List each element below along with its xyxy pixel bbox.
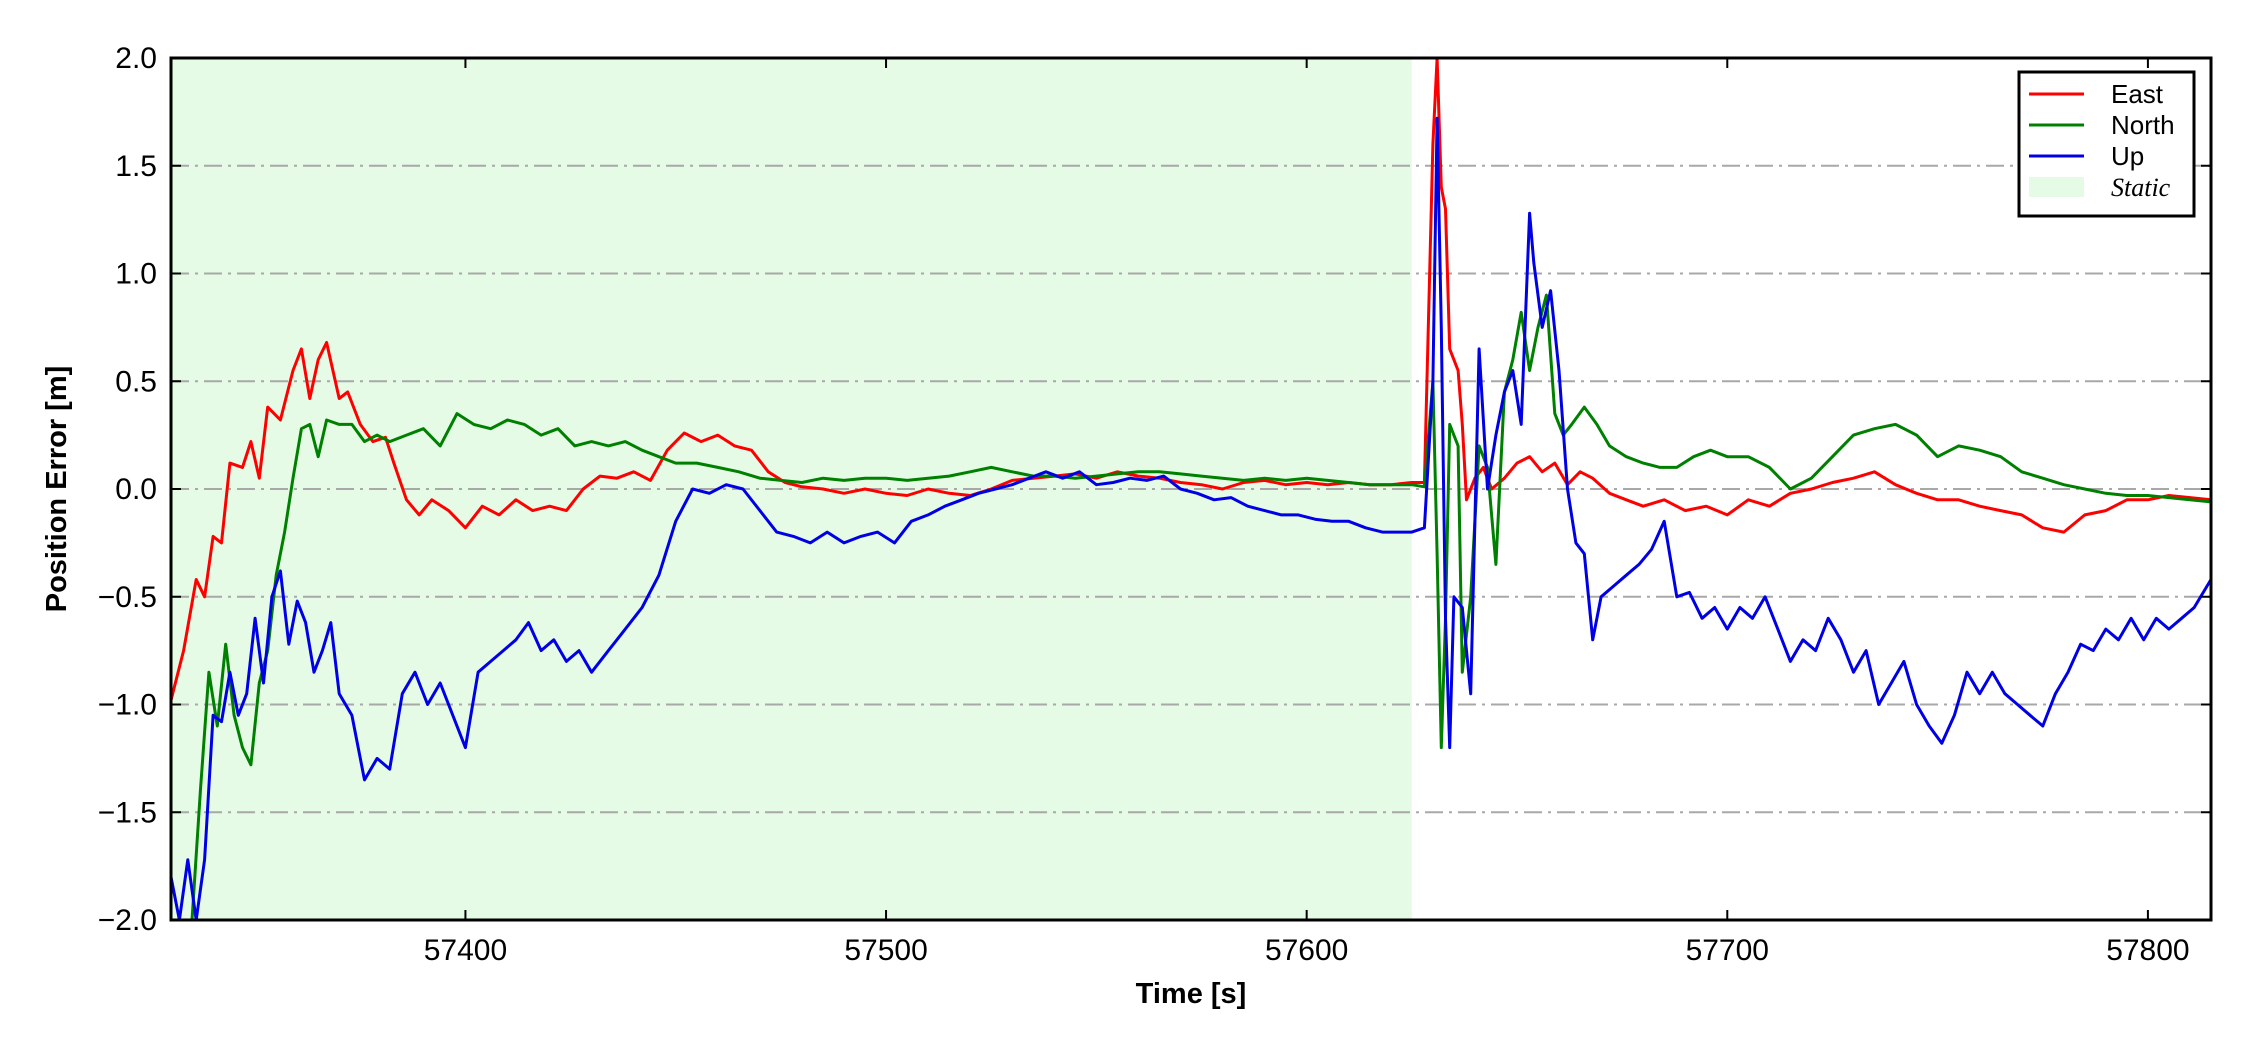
y-tick-label: −0.5 bbox=[98, 581, 157, 614]
y-axis-title: Position Error [m] bbox=[41, 366, 73, 613]
legend-label-static: Static bbox=[2111, 173, 2171, 202]
legend-label-north: North bbox=[2111, 110, 2175, 140]
y-tick-label: 1.5 bbox=[115, 150, 157, 183]
legend-swatch-static bbox=[2029, 177, 2084, 197]
series-layer bbox=[171, 58, 2211, 920]
y-tick-label: 2.0 bbox=[115, 42, 157, 75]
x-axis-title: Time [s] bbox=[1136, 978, 1247, 1010]
x-tick-label: 57800 bbox=[2106, 934, 2189, 967]
y-tick-label: 0.5 bbox=[115, 365, 157, 398]
y-tick-label: −1.0 bbox=[98, 689, 157, 722]
y-tick-label: −2.0 bbox=[98, 904, 157, 937]
grid-layer bbox=[171, 164, 2211, 814]
y-tick-label: 1.0 bbox=[115, 258, 157, 291]
legend-label-east: East bbox=[2111, 79, 2164, 109]
x-tick-label: 57500 bbox=[844, 934, 927, 967]
series-line-north bbox=[190, 293, 2211, 920]
x-tick-label: 57600 bbox=[1265, 934, 1348, 967]
legend-label-up: Up bbox=[2111, 141, 2144, 171]
series-line-east bbox=[171, 58, 2211, 701]
x-tick-label: 57400 bbox=[424, 934, 507, 967]
series-line-up bbox=[171, 116, 2211, 920]
x-tick-label: 57700 bbox=[1686, 934, 1769, 967]
y-tick-label: 0.0 bbox=[115, 473, 157, 506]
y-tick-label: −1.5 bbox=[98, 796, 157, 829]
axes-layer: 57400 57500 57600 57700 57800 −2.0 −1.5 −1.0 −0.… bbox=[41, 42, 2213, 1010]
